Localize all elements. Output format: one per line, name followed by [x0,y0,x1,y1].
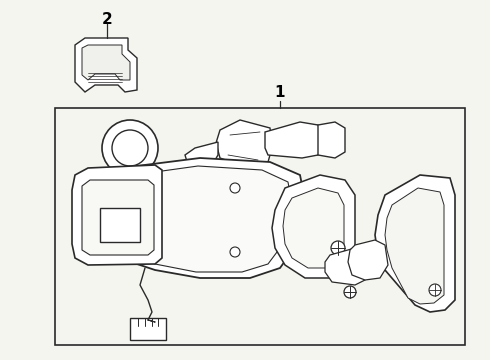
Text: 2: 2 [101,12,112,27]
Polygon shape [75,38,137,92]
Polygon shape [325,248,370,285]
Polygon shape [185,142,218,168]
Polygon shape [82,180,154,255]
Polygon shape [385,188,444,304]
Bar [55,108,465,345]
Polygon shape [130,318,166,340]
Polygon shape [348,240,388,280]
Circle shape [112,130,148,166]
Polygon shape [72,165,162,265]
Polygon shape [82,45,130,80]
Circle shape [344,286,356,298]
Circle shape [429,284,441,296]
Circle shape [230,183,240,193]
Polygon shape [283,188,344,268]
Polygon shape [96,166,292,272]
Polygon shape [88,158,305,278]
Text: 1: 1 [275,85,285,100]
Polygon shape [375,175,455,312]
Polygon shape [318,122,345,158]
Polygon shape [272,175,355,278]
Circle shape [102,120,158,176]
Polygon shape [265,122,325,158]
Polygon shape [216,120,272,168]
Polygon shape [100,208,140,242]
Circle shape [331,241,345,255]
Circle shape [230,247,240,257]
